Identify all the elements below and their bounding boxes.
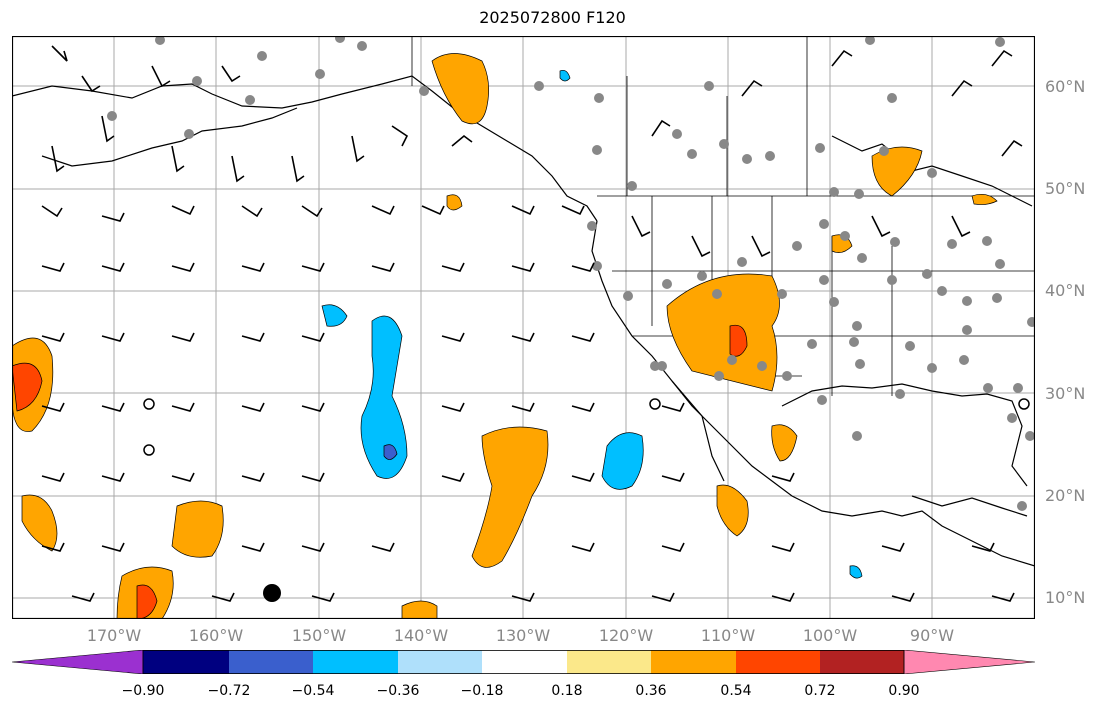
large-marker (263, 584, 281, 602)
lon-label-170: 170°W (86, 626, 142, 645)
graticule (12, 36, 1035, 619)
colorbar (12, 650, 1035, 674)
colorbar-max-extend (903, 650, 1035, 674)
lat-label-40: 40°N (1045, 281, 1086, 300)
colorbar-tick: −0.54 (291, 683, 335, 699)
colorbar-tick: 0.36 (635, 683, 667, 699)
colorbar-tick: 0.72 (804, 683, 836, 699)
colorbar-min-extend (12, 650, 144, 674)
lat-label-60: 60°N (1045, 77, 1086, 96)
lon-label-100: 100°W (802, 626, 858, 645)
lat-label-20: 20°N (1045, 486, 1086, 505)
colorbar-bin-8 (736, 650, 820, 674)
lat-label-30: 30°N (1045, 384, 1086, 403)
colorbar-bin-1 (143, 650, 229, 674)
lon-label-150: 150°W (291, 626, 347, 645)
calm-markers (143, 398, 1030, 456)
colorbar-tick: 0.90 (888, 683, 920, 699)
lon-label-90: 90°W (909, 626, 955, 645)
colorbar-bin-9 (820, 650, 904, 674)
colorbar-tick: −0.72 (207, 683, 251, 699)
lat-label-10: 10°N (1045, 588, 1086, 607)
colorbar-bin-6 (567, 650, 651, 674)
colorbar-bin-4 (398, 650, 482, 674)
colorbar-bin-2 (229, 650, 313, 674)
lon-label-120: 120°W (598, 626, 654, 645)
colorbar-bin-7 (651, 650, 736, 674)
colorbar-tick: −0.90 (121, 683, 165, 699)
colorbar-tick: −0.36 (376, 683, 420, 699)
colorbar-bin-5 (482, 650, 567, 674)
colorbar-tick: 0.18 (551, 683, 583, 699)
lon-label-160: 160°W (188, 626, 244, 645)
lon-label-140: 140°W (393, 626, 449, 645)
coastlines (12, 75, 1035, 567)
chart-title: 2025072800 F120 (479, 8, 626, 27)
wind-barbs (41, 45, 1023, 602)
negative-anomalies (321, 69, 863, 579)
weather-map (12, 36, 1035, 619)
lat-label-50: 50°N (1045, 179, 1086, 198)
lon-label-130: 130°W (495, 626, 551, 645)
colorbar-tick: −0.18 (460, 683, 504, 699)
positive-anomalies (12, 53, 998, 619)
lon-label-110: 110°W (700, 626, 756, 645)
colorbar-bin-3 (313, 650, 398, 674)
station-markers (107, 36, 1035, 511)
colorbar-tick: 0.54 (720, 683, 752, 699)
